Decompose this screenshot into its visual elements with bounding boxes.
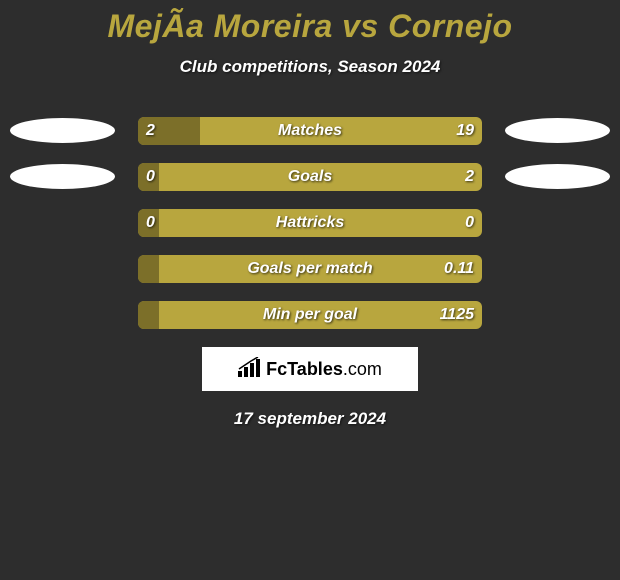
logo-main: FcTables [266,359,343,379]
stat-right-value: 2 [465,168,474,186]
stat-bar: 0 Goals 2 [138,163,482,191]
page-title: MejÃ­a Moreira vs Cornejo [0,8,620,45]
stat-row: 0 Goals 2 [0,163,620,191]
stat-bar: Min per goal 1125 [138,301,482,329]
stat-right-value: 1125 [440,306,474,324]
stat-right-value: 0 [465,214,474,232]
stat-label: Min per goal [263,306,357,324]
stat-label: Goals [288,168,332,186]
player-right-shape [505,118,610,143]
stat-right-value: 19 [456,122,474,140]
logo-sub: .com [343,359,382,379]
player-left-shape [10,118,115,143]
comparison-infographic: MejÃ­a Moreira vs Cornejo Club competiti… [0,0,620,429]
stat-row: Min per goal 1125 [0,301,620,329]
stat-bar-fill [138,301,159,329]
subtitle: Club competitions, Season 2024 [0,57,620,77]
stat-row: 2 Matches 19 [0,117,620,145]
stat-label: Hattricks [276,214,344,232]
stat-label: Goals per match [247,260,372,278]
stat-left-value: 0 [146,168,155,186]
stat-left-value: 0 [146,214,155,232]
stat-bar: Goals per match 0.11 [138,255,482,283]
stat-bar: 2 Matches 19 [138,117,482,145]
stats-list: 2 Matches 19 0 Goals 2 0 Hattricks 0 Goals per ma… [0,117,620,329]
stat-label: Matches [278,122,342,140]
stat-left-value: 2 [146,122,155,140]
logo-text: FcTables.com [266,359,382,380]
stat-row: 0 Hattricks 0 [0,209,620,237]
date-text: 17 september 2024 [0,409,620,429]
stat-row: Goals per match 0.11 [0,255,620,283]
player-left-shape [10,164,115,189]
player-right-shape [505,164,610,189]
stat-right-value: 0.11 [444,260,474,278]
stat-bar: 0 Hattricks 0 [138,209,482,237]
brand-logo: FcTables.com [202,347,418,391]
bar-chart-icon [238,357,260,382]
stat-bar-fill [138,255,159,283]
